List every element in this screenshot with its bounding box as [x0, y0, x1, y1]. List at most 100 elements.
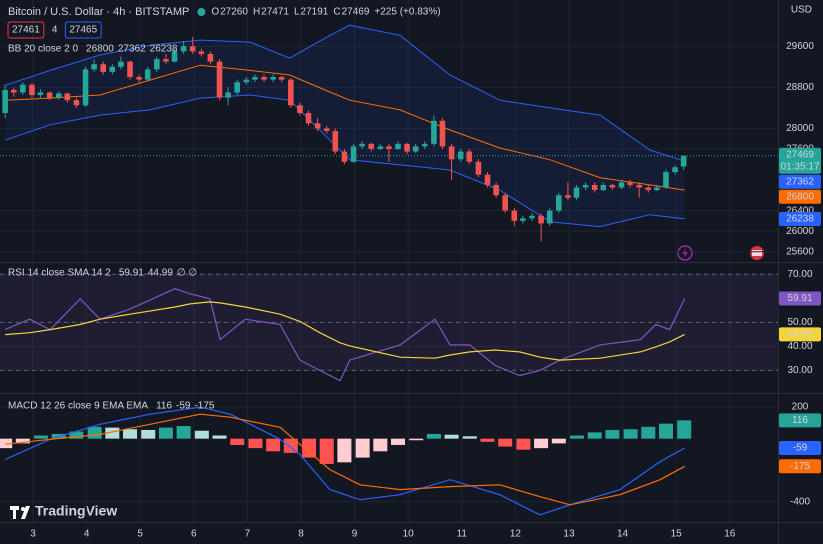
- candle-body: [163, 59, 169, 62]
- x-tick-label: 4: [84, 529, 90, 540]
- candle-body: [600, 184, 607, 191]
- candle-body: [261, 77, 267, 80]
- ohlc-value: 27260: [220, 7, 248, 18]
- candle-body: [189, 46, 196, 52]
- price-badge-label: 116: [792, 415, 808, 426]
- candle-body: [573, 187, 580, 198]
- candle-body: [144, 69, 151, 80]
- histogram-bar: [302, 438, 317, 458]
- candle-body: [20, 84, 26, 93]
- candle-body: [457, 151, 464, 160]
- legend-value: 26238: [150, 44, 178, 55]
- x-tick-label: 14: [617, 529, 629, 540]
- price-badge: [779, 147, 821, 174]
- y-tick-label: 28800: [786, 82, 814, 93]
- histogram-bar: [87, 426, 102, 439]
- indicator-legend: BB 20 close 2 0: [8, 44, 78, 55]
- ohlc-value: 27469: [342, 7, 370, 18]
- candle-body: [645, 187, 652, 191]
- histogram-bar: [534, 438, 549, 449]
- price-badge: [779, 327, 821, 342]
- histogram-bar: [230, 438, 245, 445]
- candle-body: [198, 51, 205, 54]
- legend-value: 116: [156, 401, 172, 412]
- histogram-bar: [123, 429, 138, 439]
- y-tick-label: -400: [790, 496, 810, 507]
- candle-body: [10, 89, 17, 93]
- histogram-bar: [677, 420, 692, 439]
- y-tick-label: 200: [792, 402, 809, 413]
- bollinger-line: [5, 64, 685, 191]
- histogram-bar: [462, 436, 477, 439]
- candle-body: [225, 92, 231, 98]
- logo-icon: [10, 506, 30, 519]
- candle-body: [663, 172, 669, 188]
- histogram-bar: [319, 438, 334, 464]
- candle-body: [100, 64, 107, 72]
- flag-icon[interactable]: [750, 246, 764, 260]
- x-tick-label: 9: [352, 529, 358, 540]
- candle-body: [350, 146, 357, 162]
- candle-body: [591, 184, 598, 191]
- y-tick-label: 40.00: [787, 341, 812, 352]
- candle-body: [680, 155, 687, 167]
- candle-body: [448, 146, 455, 160]
- x-tick-label: 15: [671, 529, 683, 540]
- histogram-bar: [498, 438, 513, 447]
- symbol: Bitcoin / U.S. Dollar · 4h · BITSTAMP: [8, 6, 189, 18]
- change: +225 (+0.83%): [374, 7, 440, 18]
- band-fill: [5, 25, 685, 227]
- histogram-bar: [587, 432, 602, 439]
- candle-body: [207, 53, 214, 62]
- candle-body: [314, 123, 321, 129]
- histogram-bar: [194, 430, 209, 439]
- alert-icon[interactable]: [677, 245, 693, 261]
- buy-price: 27465: [69, 25, 97, 36]
- histogram-bar: [551, 438, 566, 444]
- price-badge: [779, 211, 821, 226]
- y-tick-label: 70.00: [787, 269, 812, 280]
- indicator-legend: MACD 12 26 close 9 EMA EMA: [8, 401, 148, 412]
- price-badge: [779, 440, 821, 455]
- y-tick-label: 28000: [786, 123, 814, 134]
- indicator-legend: RSI 14 close SMA 14 2: [8, 268, 111, 279]
- status-dot: [197, 8, 206, 16]
- rsi-band: [0, 274, 778, 371]
- legend-value: 26800: [86, 44, 114, 55]
- candle-body: [538, 215, 544, 224]
- candle-body: [511, 210, 518, 221]
- x-tick-label: 11: [457, 529, 468, 540]
- candle-body: [332, 131, 339, 152]
- candle-body: [46, 92, 53, 98]
- rsi-line: [5, 301, 685, 361]
- candle-body: [136, 77, 142, 80]
- candle-body: [109, 66, 116, 72]
- candle-body: [502, 195, 508, 211]
- histogram-bar: [373, 438, 388, 452]
- candle-body: [323, 128, 330, 131]
- candle-body: [475, 161, 482, 175]
- candle-body: [466, 151, 473, 162]
- candle-body: [2, 89, 8, 114]
- legend-value: 44.99: [148, 268, 173, 279]
- candle-body: [672, 167, 678, 173]
- candle-body: [359, 143, 365, 147]
- histogram-bar: [570, 435, 585, 439]
- candle-body: [395, 143, 401, 149]
- macd-line: [4, 406, 685, 516]
- histogram-bar: [409, 438, 424, 441]
- x-tick-label: 5: [137, 529, 143, 540]
- candle-body: [654, 187, 660, 191]
- candle-body: [305, 113, 312, 124]
- legend-value: -175: [194, 401, 214, 412]
- histogram-bar: [623, 429, 638, 439]
- candle-body: [627, 182, 633, 185]
- candle-body: [368, 143, 375, 149]
- price-badge-label: -59: [793, 443, 808, 454]
- price-badge: [779, 291, 821, 306]
- histogram-bar: [658, 423, 673, 439]
- histogram-bar: [34, 435, 49, 439]
- price-badge-label: 44.99: [787, 329, 812, 340]
- legend-extra: ∅ ∅: [177, 268, 197, 279]
- y-tick-label: 30.00: [787, 365, 812, 376]
